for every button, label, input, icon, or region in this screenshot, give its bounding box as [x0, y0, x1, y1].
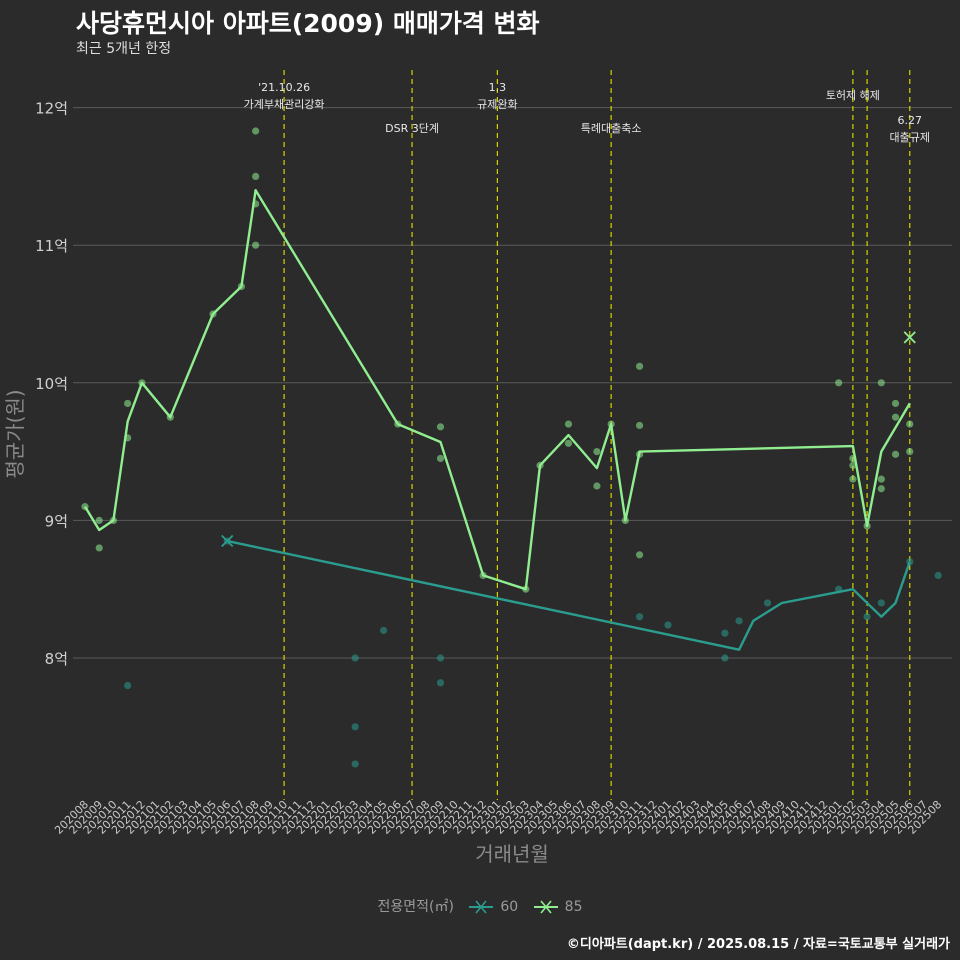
- data-point-85: [906, 448, 914, 456]
- y-tick-label: 10억: [35, 375, 68, 393]
- data-point-85: [891, 399, 900, 408]
- series-line-60: [226, 539, 911, 651]
- data-point-85: [252, 241, 260, 249]
- data-point-85: [635, 421, 644, 430]
- data-point-60: [735, 617, 743, 625]
- event-label: 6.27: [898, 114, 923, 127]
- data-point-85: [95, 544, 103, 552]
- data-point-60: [635, 613, 644, 621]
- data-point-60: [351, 760, 359, 768]
- y-axis-title: 평균가(원): [3, 389, 27, 478]
- legend-item-60: 60: [468, 899, 518, 915]
- legend-label-60: 60: [500, 899, 519, 915]
- legend-key-85: [533, 900, 558, 914]
- data-point-60: [721, 629, 729, 637]
- event-label: '21.10.26: [258, 81, 310, 94]
- data-point-85: [252, 172, 260, 180]
- data-point-60: [351, 723, 359, 731]
- chart-subtitle: 최근 5개년 한정: [76, 41, 172, 57]
- cross-marker-60: [221, 534, 234, 548]
- data-point-85: [564, 439, 573, 447]
- data-point-85: [906, 420, 914, 428]
- data-point-85: [593, 448, 601, 456]
- event-label: 대출규제: [890, 131, 930, 144]
- event-label: 특례대출축소: [581, 122, 642, 135]
- y-axis-ticks: 8억 9억 10억 11억 12억: [35, 100, 68, 668]
- event-label: 토허제 해제: [826, 88, 880, 102]
- y-tick-label: 12억: [35, 100, 68, 118]
- legend-item-85: 85: [533, 899, 583, 915]
- event-label: 1.3: [489, 81, 507, 94]
- data-point-85: [436, 423, 445, 431]
- event-label: 규제완화: [477, 98, 517, 111]
- data-point-85: [891, 450, 900, 458]
- data-point-60: [124, 681, 132, 690]
- source-caption: ©디아파트(dapt.kr) / 2025.08.15 / 자료=국토교통부 실…: [566, 937, 950, 952]
- event-label: 가계부채관리강화: [244, 98, 325, 111]
- data-point-60: [721, 654, 729, 662]
- data-point-60: [380, 626, 388, 635]
- y-tick-label: 11억: [35, 237, 68, 255]
- data-point-85: [891, 413, 900, 421]
- legend-title: 전용면적(㎡): [377, 899, 454, 915]
- data-point-85: [436, 454, 445, 463]
- legend-key-60: [469, 900, 494, 914]
- data-point-85: [635, 551, 644, 559]
- legend-label-85: 85: [564, 899, 583, 915]
- data-point-60: [763, 599, 772, 607]
- data-point-60: [934, 571, 942, 580]
- data-point-85: [835, 379, 843, 387]
- data-point-60: [436, 679, 445, 687]
- data-point-85: [564, 420, 573, 428]
- data-point-85: [849, 475, 857, 483]
- cross-marker-85: [903, 331, 916, 344]
- data-point-60: [436, 654, 445, 662]
- data-point-85: [635, 362, 644, 370]
- chart-title: 사당휴먼시아 아파트(2009) 매매가격 변화: [76, 9, 540, 38]
- average-price-lines: [83, 189, 911, 651]
- cross-markers: [221, 331, 916, 548]
- data-point-85: [252, 127, 260, 135]
- data-point-85: [877, 475, 885, 483]
- data-point-85: [877, 485, 885, 493]
- legend: 전용면적(㎡) 60 85: [0, 896, 960, 916]
- data-point-60: [664, 621, 672, 629]
- y-tick-label: 8억: [45, 650, 68, 668]
- data-point-85: [849, 461, 857, 469]
- data-point-60: [863, 613, 871, 621]
- event-label: DSR 3단계: [385, 122, 439, 135]
- x-axis-ticks: 2020082020092020102020112020122021012021…: [52, 798, 944, 837]
- y-tick-label: 9억: [45, 512, 68, 530]
- x-axis-title: 거래년월: [475, 842, 549, 866]
- series-line-85: [83, 189, 911, 591]
- data-point-85: [124, 399, 132, 408]
- data-point-85: [95, 516, 103, 525]
- gridlines: [73, 107, 952, 659]
- data-point-60: [877, 599, 885, 607]
- data-point-60: [351, 654, 359, 662]
- data-point-85: [593, 482, 601, 490]
- data-point-85: [877, 379, 885, 387]
